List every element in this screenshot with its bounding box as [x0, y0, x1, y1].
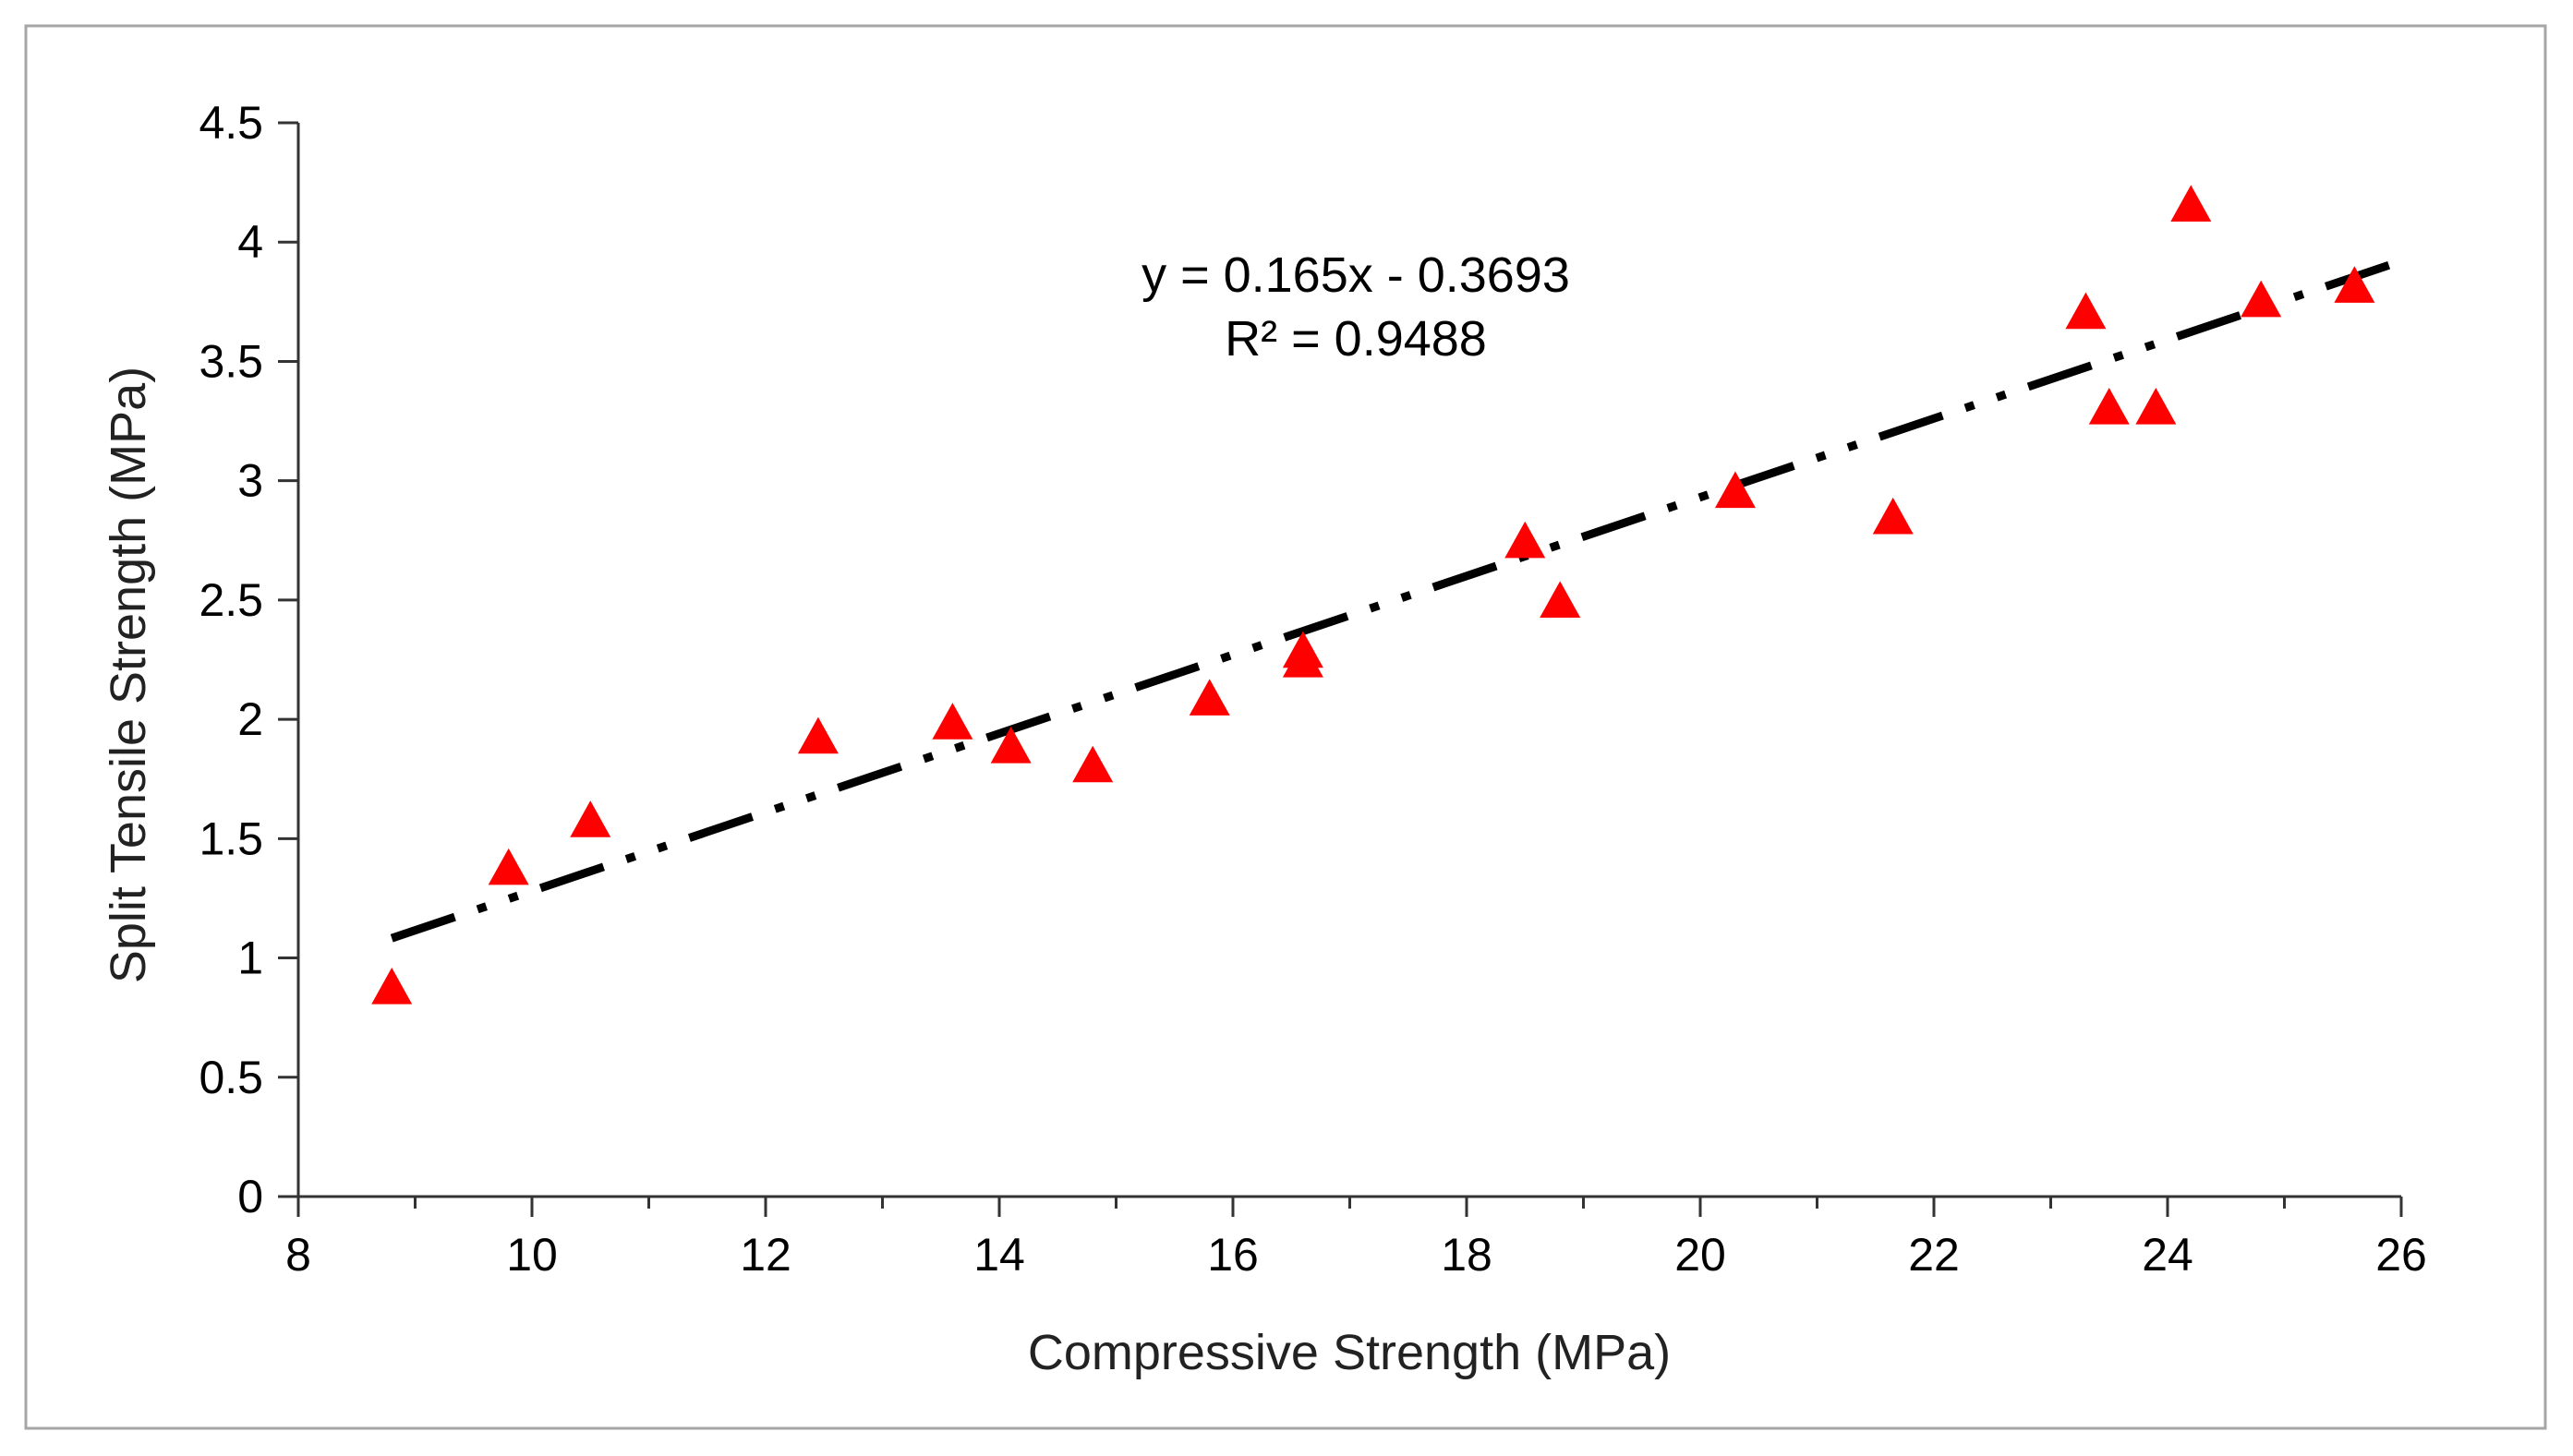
data-point: [1504, 521, 1546, 559]
x-tick-label: 20: [1674, 1229, 1726, 1281]
y-tick-label: 3.5: [199, 335, 263, 387]
x-tick-label: 22: [1908, 1229, 1960, 1281]
trendline-group: [390, 257, 2403, 943]
y-tick-label: 1: [237, 933, 263, 984]
x-tick-label: 26: [2375, 1229, 2427, 1281]
data-point: [1189, 679, 1230, 716]
data-point: [2170, 185, 2212, 222]
trendline: [390, 257, 2403, 943]
y-tick-label: 2.5: [199, 574, 263, 626]
y-axis-title: Split Tensile Strength (MPa): [101, 367, 156, 983]
x-tick-label: 24: [2142, 1229, 2193, 1281]
data-point: [371, 968, 413, 1005]
x-tick-label: 12: [740, 1229, 791, 1281]
data-point: [2135, 388, 2177, 425]
data-point: [797, 716, 839, 754]
data-point: [1872, 497, 1914, 535]
data-point: [2241, 280, 2282, 318]
x-axis-title: Compressive Strength (MPa): [1028, 1325, 1671, 1380]
chart-frame: [24, 24, 2547, 1430]
data-point: [2088, 388, 2130, 425]
data-point: [932, 703, 973, 740]
x-tick-label: 18: [1441, 1229, 1492, 1281]
data-point: [1282, 640, 1323, 678]
y-tick-label: 4: [237, 216, 263, 268]
data-point: [488, 848, 529, 885]
y-tick-labels: 0 0.5 1 1.5 2 2.5 3 3.5 4 4.5: [199, 97, 263, 1222]
y-ticks: [278, 121, 298, 1198]
data-points: [371, 185, 2375, 1005]
data-point: [2334, 266, 2375, 303]
data-point: [1714, 471, 1756, 509]
trendline-r-squared: R² = 0.9488: [1225, 311, 1487, 367]
trendline-equation: y = 0.165x - 0.3693: [1142, 247, 1570, 303]
data-point: [990, 727, 1032, 764]
x-tick-label: 14: [973, 1229, 1025, 1281]
x-tick-label: 16: [1207, 1229, 1259, 1281]
y-tick-label: 0.5: [199, 1052, 263, 1103]
x-ticks: [296, 1197, 2403, 1217]
y-tick-label: 1.5: [199, 812, 263, 864]
y-tick-label: 2: [237, 693, 263, 745]
y-tick-label: 4.5: [199, 97, 263, 149]
data-point: [1540, 581, 1581, 618]
y-tick-label: 3: [237, 455, 263, 507]
axes-group: 0 0.5 1 1.5 2 2.5 3 3.5 4 4.5 8 10 12 14 16 18 20 22 24 26: [199, 97, 2426, 1281]
data-point: [570, 800, 611, 837]
data-point: [1072, 745, 1114, 783]
x-tick-labels: 8 10 12 14 16 18 20 22 24 26: [285, 1229, 2427, 1281]
x-tick-label: 10: [506, 1229, 558, 1281]
y-tick-label: 0: [237, 1171, 263, 1222]
x-tick-label: 8: [285, 1229, 311, 1281]
data-point: [2065, 292, 2107, 330]
